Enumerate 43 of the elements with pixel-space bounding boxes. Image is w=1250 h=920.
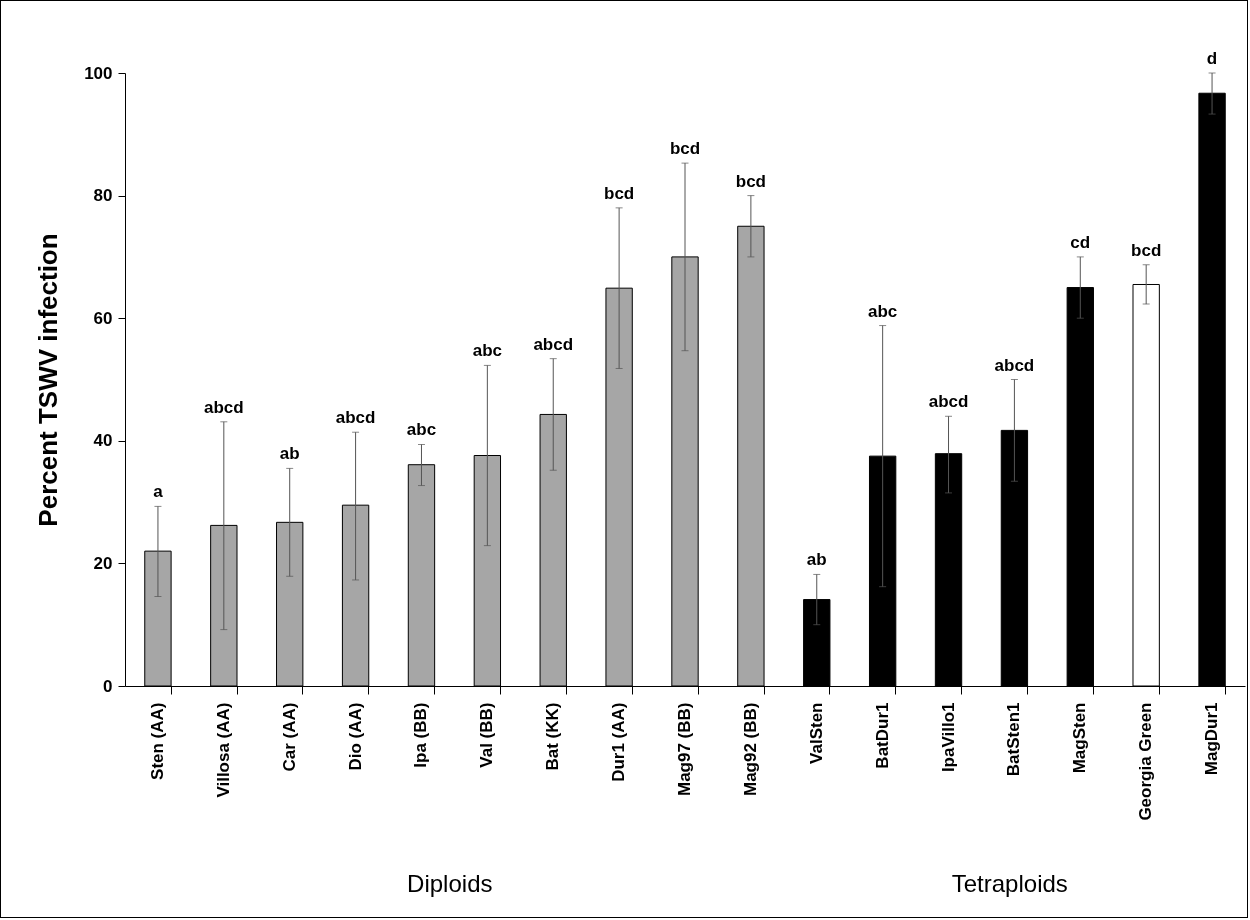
- y-tick-label: 20: [93, 553, 113, 573]
- x-tick-label: Georgia Green: [1136, 702, 1156, 821]
- annotation: bcd: [669, 139, 701, 159]
- x-tick-label: BatDur1: [872, 702, 892, 769]
- x-tick-label: Sten (AA): [147, 702, 167, 780]
- x-tick-label: Ipa (BB): [411, 702, 431, 768]
- x-tick-label: Villosa (AA): [213, 702, 233, 798]
- annotation: ab: [806, 550, 827, 570]
- annotation: abcd: [928, 392, 969, 412]
- y-tick-label: 40: [93, 431, 113, 451]
- annotation: cd: [1070, 232, 1091, 252]
- annotation: d: [1206, 49, 1218, 68]
- x-tick-label: Mag92 (BB): [740, 702, 760, 797]
- annotation: a: [153, 482, 164, 502]
- y-tick-label: 60: [93, 308, 113, 328]
- x-tick-label: Val (BB): [477, 702, 497, 768]
- x-tick-label: Bat (KK): [543, 702, 563, 771]
- x-tick-label: MagSten: [1070, 702, 1090, 774]
- y-tick-label: 0: [103, 676, 113, 696]
- annotation: abcd: [203, 397, 244, 417]
- y-tick-label: 80: [93, 186, 113, 206]
- x-tick-label: IpaVillo1: [938, 702, 958, 773]
- annotation: ab: [279, 444, 300, 464]
- annotation: bcd: [604, 183, 635, 203]
- annotation: bcd: [1131, 240, 1162, 260]
- y-tick-label: 100: [84, 63, 113, 83]
- x-tick-label: Dur1 (AA): [609, 702, 629, 782]
- x-tick-label: ValSten: [806, 702, 826, 764]
- y-axis-title: Percent TSWV infection: [33, 233, 64, 527]
- annotation: abc: [472, 341, 502, 361]
- x-tick-label: BatSten1: [1004, 702, 1024, 777]
- annotation: abcd: [994, 355, 1035, 375]
- annotation: abc: [406, 420, 437, 440]
- annotation: abcd: [533, 334, 574, 354]
- annotation: bcd: [735, 171, 766, 191]
- annotation: abc: [868, 301, 898, 321]
- x-tick-label: Car (AA): [279, 702, 299, 772]
- x-tick-label: Mag97 (BB): [675, 702, 694, 797]
- text: Tetraploids: [951, 870, 1068, 897]
- text: Diploids: [407, 870, 493, 897]
- x-tick-label: Dio (AA): [345, 702, 365, 771]
- x-tick-label: MagDur1: [1202, 702, 1222, 776]
- annotation: abcd: [335, 408, 376, 428]
